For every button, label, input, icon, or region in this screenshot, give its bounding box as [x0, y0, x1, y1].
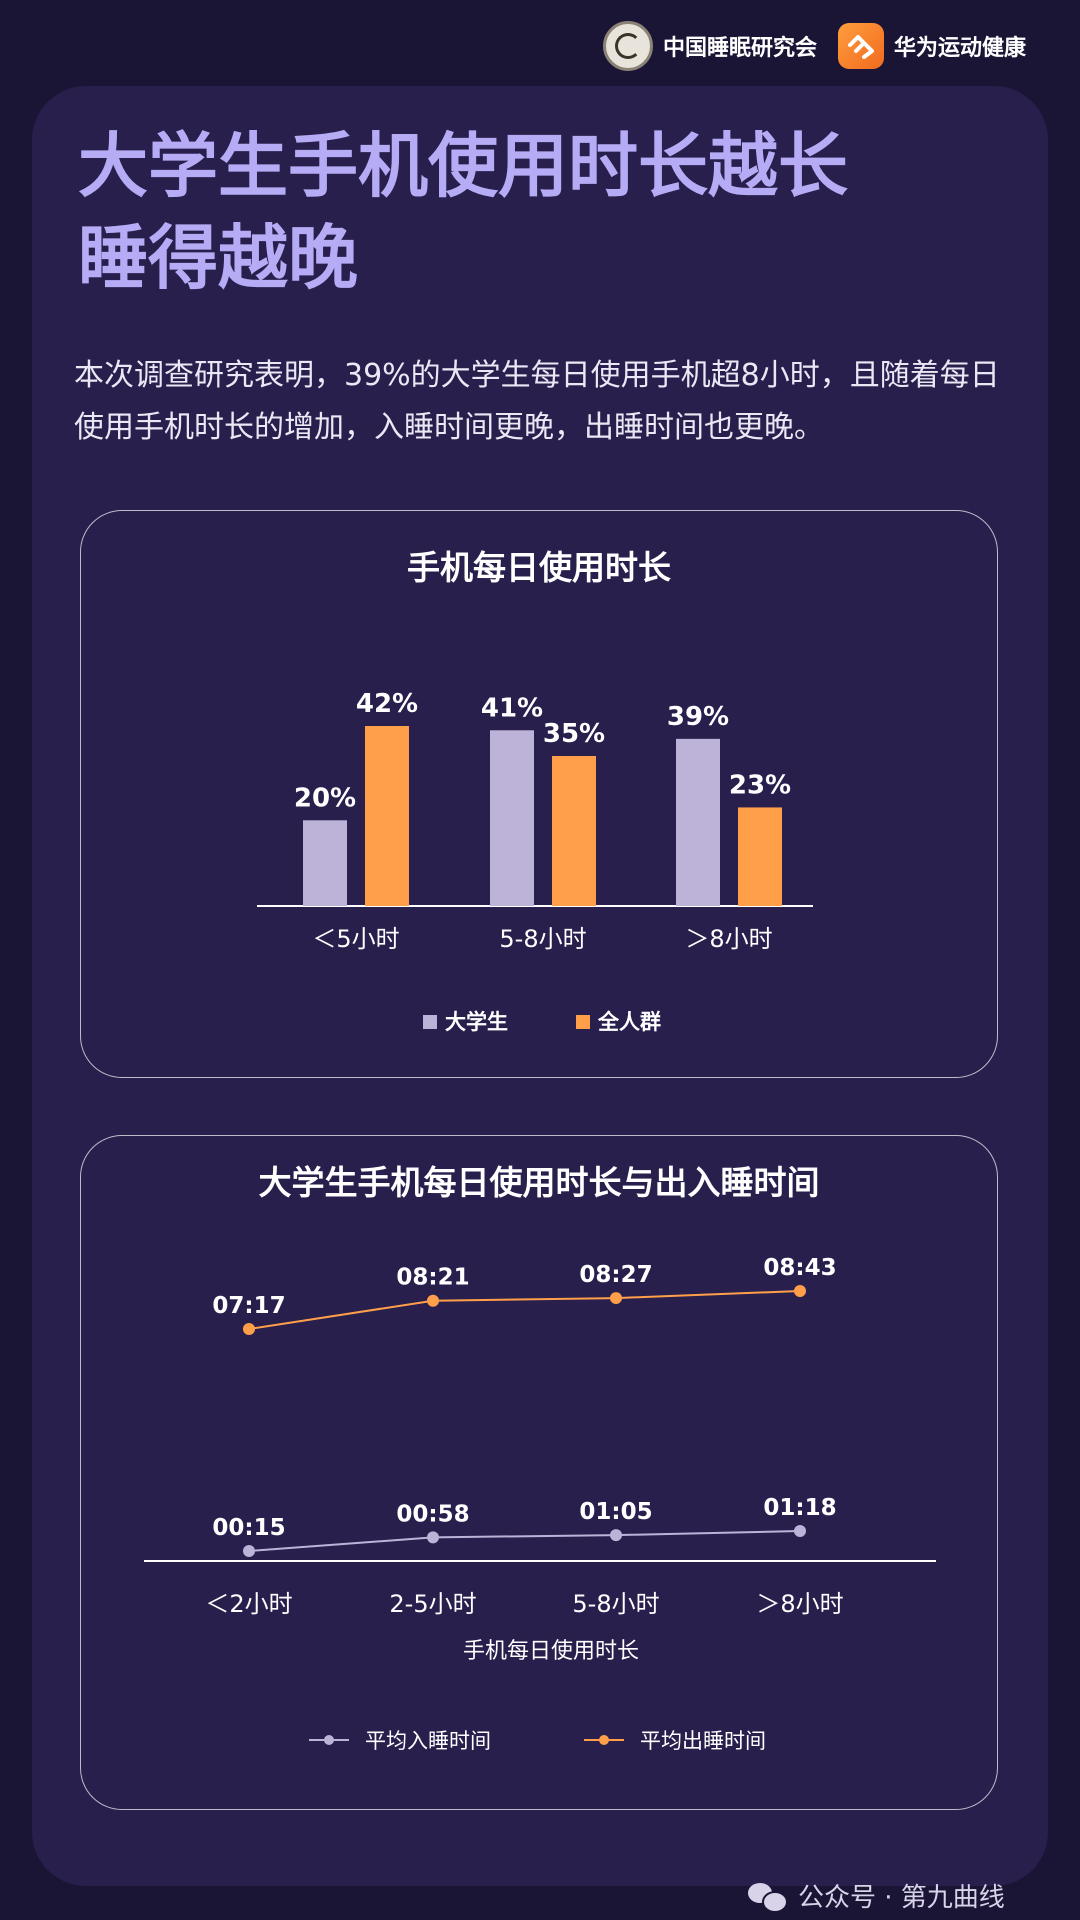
point-label: 00:15 — [212, 1515, 285, 1541]
legend-label: 全人群 — [597, 1010, 661, 1034]
data-point-0-0 — [243, 1545, 255, 1557]
org1-name: 中国睡眠研究会 — [663, 36, 818, 61]
data-point-1-3 — [794, 1285, 806, 1297]
heart-icon — [838, 23, 884, 69]
series-line-0 — [248, 1530, 801, 1552]
line-chart-panel: 大学生手机每日使用时长与出入睡时间 07:17 08:21 08:27 08:43 00… — [80, 1135, 998, 1810]
point-label: 07:17 — [212, 1293, 285, 1319]
org2-name: 华为运动健康 — [894, 36, 1027, 61]
legend-label: 平均入睡时间 — [365, 1729, 491, 1753]
bar-all-1 — [552, 756, 596, 906]
point-label: 08:21 — [396, 1265, 469, 1291]
data-point-1-0 — [243, 1323, 255, 1335]
x-tick-label: ＜2小时 — [205, 1590, 292, 1618]
legend-swatch-1 — [576, 1015, 590, 1029]
series-line-1 — [248, 1290, 801, 1330]
bar-all-0 — [365, 726, 409, 906]
x-tick-label: 5-8小时 — [572, 1590, 659, 1618]
x-tick-label: ＞8小时 — [756, 1590, 843, 1618]
bar-chart-panel: 手机每日使用时长 20% 42% ＜5小时 41% 35% 5-8小时 39% 23% ＞8小时… — [80, 510, 998, 1078]
legend-swatch-0 — [423, 1015, 437, 1029]
bar-value-label: 23% — [729, 770, 791, 800]
title-line-1: 大学生手机使用时长越长 — [78, 125, 848, 207]
title-line-2: 睡得越晚 — [78, 217, 358, 299]
bar-value-label: 42% — [356, 689, 418, 719]
x-axis-title: 手机每日使用时长 — [463, 1639, 639, 1664]
watermark: 公众号 · 第九曲线 — [748, 1877, 1005, 1914]
line-chart: 07:17 08:21 08:27 08:43 00:15 00:58 01:05 01:18… — [144, 1255, 936, 1753]
point-label: 08:27 — [579, 1262, 652, 1288]
point-label: 01:18 — [763, 1495, 836, 1521]
legend-label: 大学生 — [445, 1010, 508, 1034]
data-point-1-2 — [610, 1292, 622, 1305]
legend-marker-1 — [599, 1735, 609, 1745]
wechat-icon — [748, 1881, 788, 1913]
data-point-0-2 — [610, 1529, 622, 1542]
point-label: 08:43 — [763, 1255, 836, 1281]
legend-label: 平均出睡时间 — [640, 1729, 766, 1753]
bar-value-label: 20% — [294, 783, 356, 813]
x-tick-label: ＞8小时 — [685, 925, 772, 953]
sleep-society-logo: 中国睡眠研究会 — [603, 18, 817, 74]
description: 本次调查研究表明，39%的大学生每日使用手机超8小时，且随着每日使用手机时长的增… — [74, 358, 1000, 445]
page-title: 大学生手机使用时长越长 睡得越晚 — [78, 120, 978, 304]
point-label: 00:58 — [396, 1501, 469, 1527]
point-label: 01:05 — [579, 1499, 652, 1525]
line-chart-title: 大学生手机每日使用时长与出入睡时间 — [258, 1163, 820, 1202]
bar-student-2 — [676, 738, 720, 906]
bar-value-label: 35% — [543, 719, 605, 749]
x-tick-label: 2-5小时 — [389, 1590, 476, 1618]
bar-chart-title: 手机每日使用时长 — [407, 548, 671, 587]
bar-student-0 — [303, 820, 347, 906]
x-tick-label: ＜5小时 — [312, 925, 399, 953]
x-tick-label: 5-8小时 — [499, 925, 586, 953]
data-point-1-1 — [427, 1294, 439, 1307]
top-bar: 中国睡眠研究会 华为运动健康 — [0, 0, 1080, 90]
bar-all-2 — [738, 807, 782, 906]
bar-value-label: 41% — [481, 693, 543, 723]
data-point-0-3 — [794, 1525, 806, 1537]
bar-value-label: 39% — [667, 702, 729, 732]
bar-student-1 — [490, 730, 534, 906]
legend-marker-0 — [324, 1735, 334, 1745]
seal-icon — [603, 21, 653, 71]
data-point-0-1 — [427, 1531, 439, 1544]
content-card — [32, 86, 1048, 1886]
watermark-text: 公众号 · 第九曲线 — [798, 1883, 1005, 1913]
huawei-health-logo: 华为运动健康 — [838, 18, 1026, 74]
